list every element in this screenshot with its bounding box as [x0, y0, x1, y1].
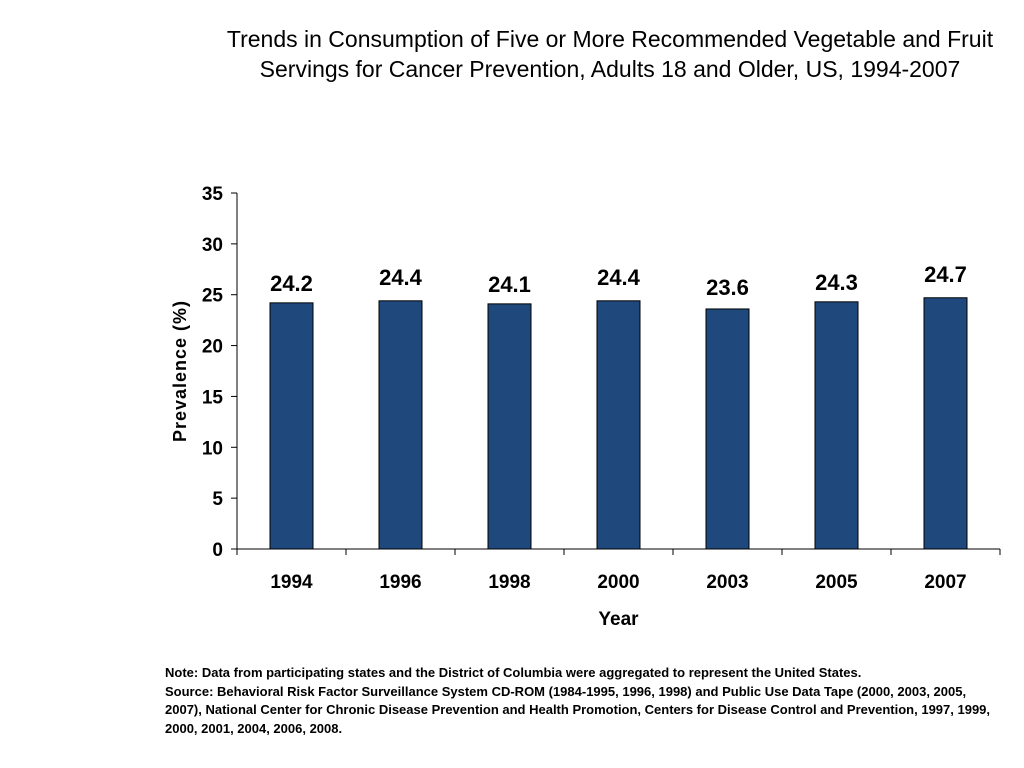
x-axis-label: Year [598, 609, 639, 630]
y-tick-label: 5 [212, 489, 223, 510]
note-text: Note: Data from participating states and… [165, 665, 862, 680]
x-tick-label: 2007 [924, 572, 966, 593]
bar-chart: 0 5 10 15 20 25 30 35 1994 1996 1998 2000 2003 2005 2… [170, 184, 1001, 630]
y-axis-label: Prevalence (%) [170, 300, 190, 442]
data-label: 23.6 [706, 275, 749, 300]
y-tick-label: 20 [202, 337, 223, 358]
y-tick-label: 10 [202, 438, 223, 459]
data-label: 24.1 [488, 272, 531, 297]
y-tick-label: 25 [202, 286, 224, 307]
bar [378, 300, 423, 550]
x-tick-label: 1998 [488, 572, 530, 593]
chart-title: Trends in Consumption of Five or More Re… [226, 26, 994, 82]
bar [705, 308, 750, 550]
y-tick-label: 15 [202, 387, 224, 408]
y-tick-label: 30 [202, 235, 223, 256]
y-axis: 0 5 10 15 20 25 30 35 [202, 184, 238, 561]
x-axis: 1994 1996 1998 2000 2003 2005 2007 [236, 548, 1001, 593]
source-text: Source: Behavioral Risk Factor Surveilla… [165, 683, 991, 736]
bar [814, 301, 859, 550]
y-tick-label: 0 [212, 540, 223, 561]
x-tick-label: 1994 [270, 572, 313, 593]
bar [596, 300, 641, 550]
data-label: 24.4 [597, 265, 641, 290]
data-label: 24.7 [924, 262, 967, 287]
bar [923, 297, 968, 550]
bar [487, 303, 532, 550]
x-tick-label: 2005 [815, 572, 858, 593]
x-tick-label: 2000 [597, 572, 639, 593]
x-tick-label: 2003 [706, 572, 748, 593]
data-labels: 24.2 24.4 24.1 24.4 23.6 24.3 24.7 [270, 262, 967, 300]
bar [269, 302, 314, 550]
bars [269, 297, 968, 550]
chart-notes: Note: Data from participating states and… [165, 664, 1005, 738]
data-label: 24.3 [815, 270, 858, 295]
data-label: 24.2 [270, 271, 313, 296]
x-tick-label: 1996 [379, 572, 421, 593]
y-tick-label: 35 [202, 184, 224, 205]
data-label: 24.4 [379, 265, 423, 290]
